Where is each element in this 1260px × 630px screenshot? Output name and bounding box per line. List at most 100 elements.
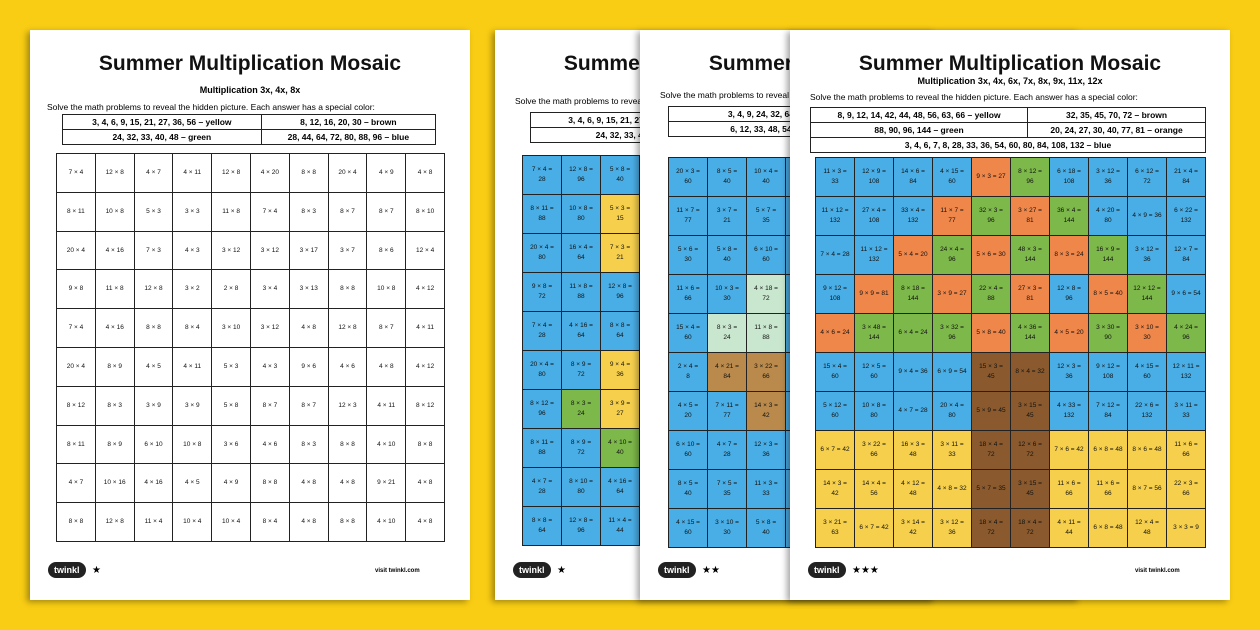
problem: 8 × 11 = (530, 439, 554, 447)
problem-cell: 8 × 9 = 72 (561, 350, 601, 390)
problem: 5 × 9 = 45 (976, 407, 1006, 415)
problem: 4 × 7 = (531, 478, 553, 486)
answer: 64 (616, 488, 624, 495)
answer: 36 (762, 451, 770, 458)
problem: 3 × 11 = (1174, 402, 1198, 410)
problem-cell: 4 × 12 = 48 (893, 469, 933, 509)
problem: 4 × 5 = 20 (1054, 329, 1084, 337)
problem-cell: 4 × 7 = 28 (522, 467, 562, 507)
answer: 132 (1141, 412, 1153, 419)
answer: 48 (909, 490, 917, 497)
answer: 28 (538, 332, 546, 339)
answer: 60 (684, 529, 692, 536)
key-entry: 8, 9, 12, 14, 42, 44, 48, 56, 63, 66 – y… (809, 107, 1029, 123)
answer: 56 (870, 490, 878, 497)
problem-cell: 8 × 9 = 72 (561, 428, 601, 468)
problem-cell: 15 × 3 = 45 (971, 352, 1011, 392)
problem-cell: 5 × 8 = 40 (600, 155, 640, 195)
problem: 9 × 9 = 81 (859, 290, 889, 298)
problem: 7 × 12 = (1096, 402, 1120, 410)
problem-cell: 18 × 4 = 72 (1010, 508, 1050, 548)
problem-cell: 15 × 4 = 60 (668, 313, 708, 353)
answer: 36 (1065, 373, 1073, 380)
problem-cell: 4 × 20 = 80 (1088, 196, 1128, 236)
problem-cell: 8 × 3 = 24 (1049, 235, 1089, 275)
problem-cell: 21 × 4 = 84 (1166, 157, 1206, 197)
problem: 3 × 9 = 27 (937, 290, 967, 298)
problem: 20 × 3 = (676, 168, 700, 176)
color-key: 3, 4, 6, 9, 15, 21, 27, 36, 56 – yellow 8… (62, 114, 437, 145)
problem-cell: 4 × 16 (94, 308, 135, 348)
problem: 16 × 9 = (1096, 246, 1120, 254)
problem-cell: 12 × 8 (133, 269, 174, 310)
problem: 18 × 4 = (1018, 519, 1042, 527)
key-row: 24, 32, 33, 40, 48 – green 28, 44, 64, 72… (62, 129, 437, 145)
problem-cell: 4 × 20 (250, 153, 290, 193)
answer: 132 (1180, 217, 1192, 224)
answer: 108 (868, 178, 880, 185)
problem-cell: 8 × 8 (405, 424, 445, 465)
problem: 3 × 22 = (862, 441, 886, 449)
problem-cell: 20 × 3 = 60 (668, 157, 708, 197)
problem-cell: 3 × 12 = 36 (1127, 235, 1167, 275)
problem-cell: 8 × 3 = 24 (707, 313, 747, 353)
problem-cell: 11 × 4 = 44 (600, 506, 640, 546)
problem: 8 × 12 = (1018, 168, 1042, 176)
problem-cell: 4 × 36 = 144 (1010, 313, 1050, 353)
problem-cell: 12 × 7 = 84 (1166, 235, 1206, 275)
problem: 5 × 3 = (609, 205, 631, 213)
problem: 11 × 6 = (1174, 441, 1198, 449)
difficulty-stars: ★★★ (852, 565, 879, 576)
problem-cell: 4 × 21 = 84 (707, 352, 747, 392)
problem: 4 × 36 = (1018, 324, 1042, 332)
answer: 84 (723, 373, 731, 380)
problem-cell: 3 × 17 (288, 230, 329, 271)
answer: 80 (1104, 217, 1112, 224)
answer: 72 (577, 371, 585, 378)
problem-cell: 36 × 4 = 144 (1049, 196, 1089, 236)
problem-cell: 12 × 6 = 72 (1010, 430, 1050, 470)
problem-cell: 8 × 11 = 88 (522, 194, 562, 234)
problem: 5 × 4 = 20 (898, 251, 928, 259)
problem: 3 × 27 = (1018, 207, 1042, 215)
problem-cell: 8 × 11 (56, 424, 96, 465)
problem-cell: 4 × 12 (405, 347, 445, 387)
problem-cell: 4 × 6 (250, 424, 290, 465)
worksheet-subtitle: Multiplication 3x, 4x, 6x, 7x, 8x, 9x, 1… (917, 76, 1103, 86)
problem: 4 × 21 = (715, 363, 739, 371)
problem-cell: 12 × 4 (405, 230, 445, 271)
problem: 11 × 8 = (754, 324, 778, 332)
key-row: 3, 4, 6, 7, 8, 28, 33, 36, 54, 60, 80, 8… (810, 137, 1206, 153)
problem-cell: 8 × 3 = 24 (561, 389, 601, 429)
problem-cell: 4 × 16 (133, 463, 174, 504)
answer: 64 (538, 527, 546, 534)
answer: 40 (723, 256, 731, 263)
problem-cell: 8 × 7 (366, 191, 407, 232)
problem-cell: 11 × 8 = 88 (561, 272, 601, 312)
problem-cell: 3 × 11 = 33 (1166, 391, 1206, 431)
answer: 40 (723, 178, 731, 185)
answer: 72 (1026, 529, 1034, 536)
problem-cell: 4 × 7 = 28 (893, 391, 933, 431)
problem-cell: 8 × 4 (250, 502, 290, 542)
answer: 80 (577, 488, 585, 495)
answer: 30 (723, 295, 731, 302)
problem-cell: 5 × 8 = 40 (707, 235, 747, 275)
answer: 132 (1063, 412, 1075, 419)
problem-cell: 3 × 10 (211, 308, 251, 348)
problem-cell: 7 × 6 = 42 (1049, 430, 1089, 470)
problem-cell: 4 × 8 (366, 347, 407, 387)
answer: 48 (1143, 529, 1151, 536)
answer: 144 (1024, 334, 1036, 341)
problem-cell: 8 × 9 (94, 347, 135, 387)
problem: 8 × 8 = (531, 517, 553, 525)
answer: 8 (686, 373, 690, 380)
problem: 3 × 15 = (1018, 480, 1042, 488)
key-entry: 8, 12, 16, 20, 30 – brown (260, 114, 437, 130)
problem: 10 × 8 = (569, 205, 593, 213)
problem-cell: 5 × 3 (211, 347, 251, 387)
problem-cell: 5 × 3 (133, 191, 174, 232)
answer: 80 (870, 412, 878, 419)
answer: 90 (1104, 334, 1112, 341)
problem-cell: 14 × 3 = 42 (815, 469, 855, 509)
